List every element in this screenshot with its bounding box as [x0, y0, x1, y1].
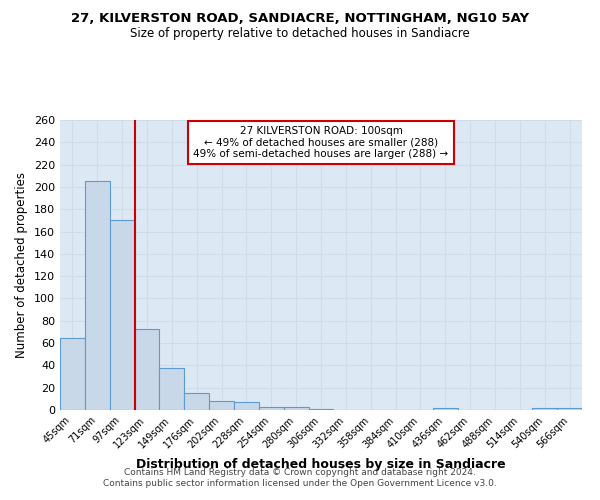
Text: Contains HM Land Registry data © Crown copyright and database right 2024.
Contai: Contains HM Land Registry data © Crown c…: [103, 468, 497, 487]
Bar: [85, 182, 110, 410]
Bar: [209, 401, 234, 410]
Bar: [532, 408, 557, 410]
Bar: [160, 368, 184, 410]
Bar: [557, 408, 582, 410]
Bar: [284, 406, 308, 410]
Text: 27, KILVERSTON ROAD, SANDIACRE, NOTTINGHAM, NG10 5AY: 27, KILVERSTON ROAD, SANDIACRE, NOTTINGH…: [71, 12, 529, 26]
Bar: [60, 338, 85, 410]
Bar: [134, 328, 160, 410]
Bar: [259, 406, 284, 410]
Bar: [110, 220, 134, 410]
Bar: [308, 409, 334, 410]
Text: Size of property relative to detached houses in Sandiacre: Size of property relative to detached ho…: [130, 28, 470, 40]
Bar: [184, 394, 209, 410]
Bar: [433, 408, 458, 410]
Y-axis label: Number of detached properties: Number of detached properties: [16, 172, 28, 358]
X-axis label: Distribution of detached houses by size in Sandiacre: Distribution of detached houses by size …: [136, 458, 506, 471]
Text: 27 KILVERSTON ROAD: 100sqm
← 49% of detached houses are smaller (288)
49% of sem: 27 KILVERSTON ROAD: 100sqm ← 49% of deta…: [193, 126, 449, 159]
Bar: [234, 402, 259, 410]
